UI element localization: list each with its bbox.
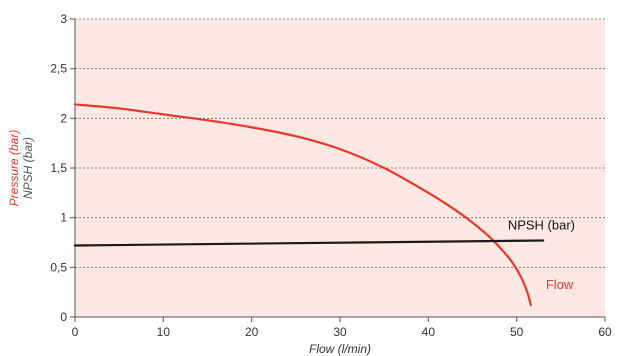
labels: Flow (l/min) Pressure (bar) NPSH (bar) F… — [7, 130, 575, 356]
series-flow-line — [73, 103, 532, 307]
y-tick-label: 0 — [60, 310, 67, 324]
y-tick-label: 2 — [60, 111, 67, 125]
x-tick-label: 20 — [245, 325, 259, 339]
y-tick-label: 1 — [60, 211, 67, 225]
y-tick-label: 1,5 — [50, 161, 67, 175]
series-npsh-line — [73, 239, 545, 247]
x-tick-label: 0 — [72, 325, 79, 339]
x-tick-label: 50 — [510, 325, 524, 339]
x-tick-label: 60 — [598, 325, 612, 339]
y-tick-label: 2,5 — [50, 62, 67, 76]
series-group — [73, 103, 545, 307]
y-axis-title-pressure: Pressure (bar) — [7, 130, 21, 207]
x-tick-label: 10 — [157, 325, 171, 339]
y-tick-label: 3 — [60, 12, 67, 26]
series-label-flow: Flow — [546, 277, 574, 292]
grid-lines — [75, 18, 605, 268]
x-axis-title: Flow (l/min) — [309, 342, 371, 356]
axes: 00,511,522,530 10 20 30 40 50 60 — [50, 12, 612, 339]
series-label-npsh: NPSH (bar) — [508, 218, 575, 233]
y-axis-title-npsh: NPSH (bar) — [21, 137, 35, 199]
x-tick-label: 40 — [422, 325, 436, 339]
y-tick-label: 0,5 — [50, 260, 67, 274]
x-tick-label: 30 — [333, 325, 347, 339]
